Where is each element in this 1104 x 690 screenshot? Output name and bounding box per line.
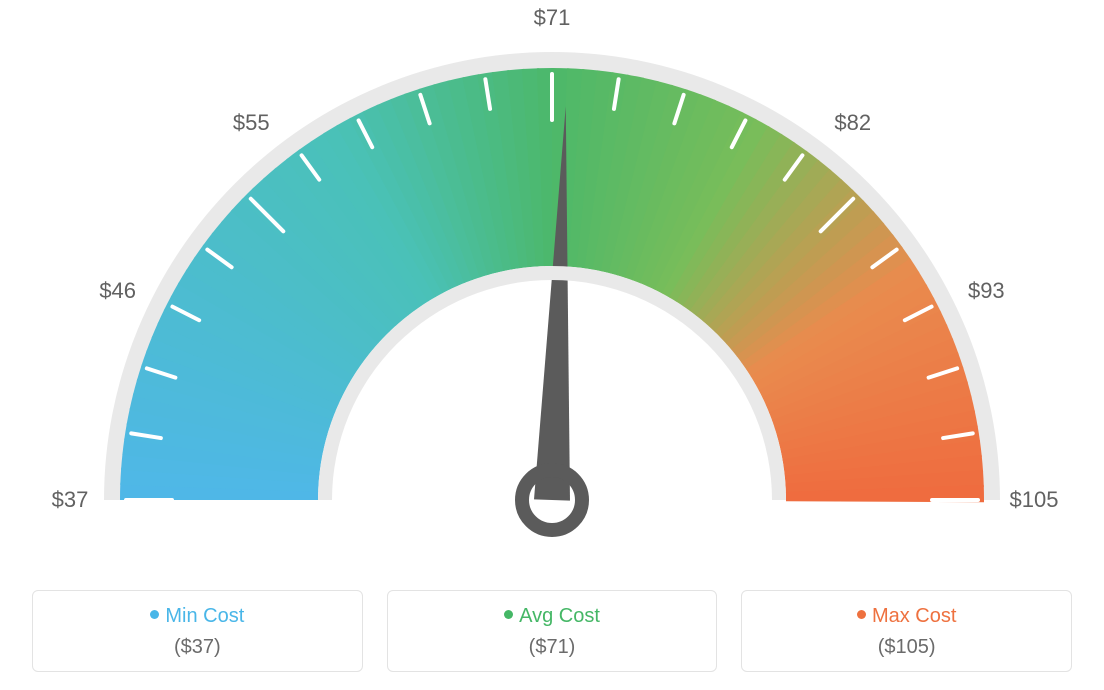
gauge-tick-label: $82 bbox=[834, 110, 871, 136]
legend-label-min: Min Cost bbox=[165, 605, 244, 627]
legend-label-avg: Avg Cost bbox=[519, 605, 600, 627]
gauge-chart: $37 $46 $55 $71 $82 $93 $105 bbox=[0, 0, 1104, 560]
gauge-tick-label: $46 bbox=[99, 278, 136, 304]
legend-title-min: Min Cost bbox=[43, 605, 352, 628]
gauge-tick-label: $71 bbox=[534, 5, 571, 31]
legend-dot-avg bbox=[504, 610, 513, 619]
legend-card-max: Max Cost ($105) bbox=[741, 590, 1072, 672]
legend-title-avg: Avg Cost bbox=[398, 605, 707, 628]
gauge-tick-label: $105 bbox=[1010, 487, 1059, 513]
legend-value-max: ($105) bbox=[752, 636, 1061, 659]
legend-row: Min Cost ($37) Avg Cost ($71) Max Cost (… bbox=[32, 590, 1072, 672]
gauge-tick-label: $55 bbox=[233, 110, 270, 136]
legend-value-min: ($37) bbox=[43, 636, 352, 659]
gauge-tick-label: $37 bbox=[52, 487, 89, 513]
legend-card-min: Min Cost ($37) bbox=[32, 590, 363, 672]
legend-title-max: Max Cost bbox=[752, 605, 1061, 628]
gauge-tick-label: $93 bbox=[968, 278, 1005, 304]
legend-card-avg: Avg Cost ($71) bbox=[387, 590, 718, 672]
cost-gauge-widget: $37 $46 $55 $71 $82 $93 $105 Min Cost ($37) Av… bbox=[0, 0, 1104, 690]
legend-dot-min bbox=[150, 610, 159, 619]
legend-dot-max bbox=[857, 610, 866, 619]
legend-label-max: Max Cost bbox=[872, 605, 956, 627]
legend-value-avg: ($71) bbox=[398, 636, 707, 659]
